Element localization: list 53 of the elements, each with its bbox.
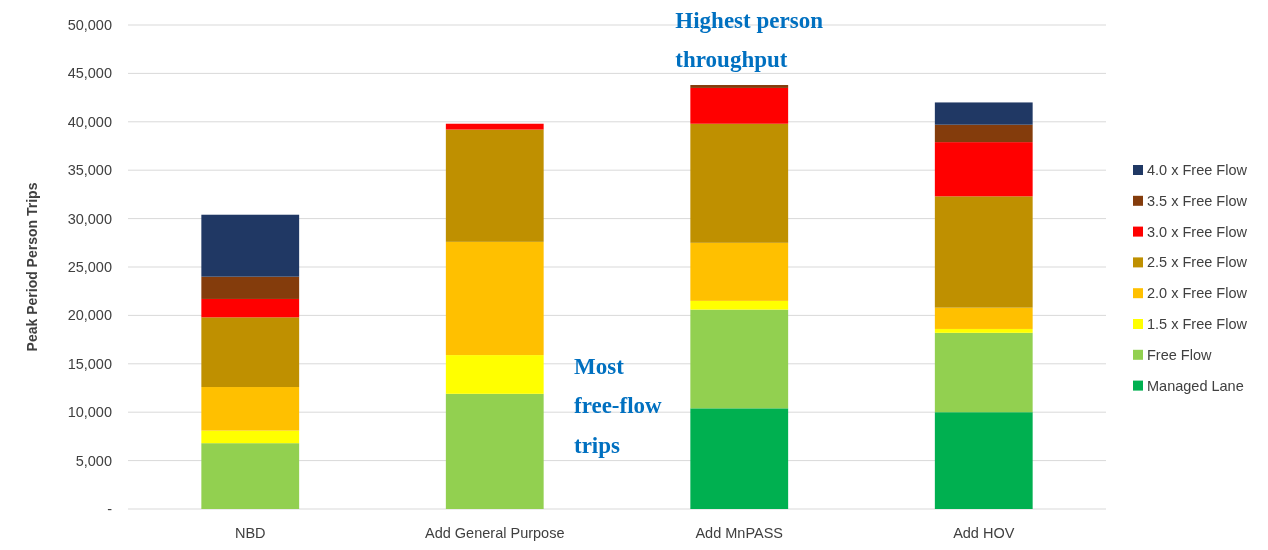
bar xyxy=(445,355,544,394)
bar xyxy=(934,124,1033,143)
bar xyxy=(934,332,1033,413)
annotation: Most free-flow trips xyxy=(574,353,663,458)
x-tick-label: Add General Purpose xyxy=(425,525,565,542)
legend-label: 1.5 x Free Flow xyxy=(1147,316,1248,332)
bar xyxy=(690,123,789,243)
y-tick-label: 45,000 xyxy=(67,65,112,82)
legend-label: 2.5 x Free Flow xyxy=(1147,254,1248,271)
y-tick-label: 30,000 xyxy=(67,210,112,227)
bar xyxy=(201,317,300,388)
x-tick-label: NBD xyxy=(234,525,266,542)
bar xyxy=(445,129,544,242)
legend-label: Managed Lane xyxy=(1147,377,1244,394)
y-tick-label: 35,000 xyxy=(67,162,112,179)
y-tick-label: - xyxy=(107,501,113,518)
x-tick-label: Add HOV xyxy=(953,525,1015,542)
bar xyxy=(690,242,789,301)
bar xyxy=(934,102,1033,125)
bar xyxy=(934,412,1033,509)
bar xyxy=(934,142,1033,197)
bar xyxy=(690,85,789,88)
bar xyxy=(690,408,789,509)
bar xyxy=(690,309,789,409)
bar xyxy=(934,328,1033,333)
y-tick-label: 15,000 xyxy=(67,355,112,372)
bar xyxy=(445,123,544,130)
bar xyxy=(445,393,544,509)
bar xyxy=(690,87,789,124)
bar xyxy=(690,300,789,310)
legend-label: 3.0 x Free Flow xyxy=(1147,223,1248,240)
legend-label: 2.0 x Free Flow xyxy=(1147,285,1248,302)
bar xyxy=(445,241,544,356)
y-tick-label: 25,000 xyxy=(67,259,112,276)
legend-label: 3.5 x Free Flow xyxy=(1147,192,1248,209)
annotation: Highest person throughput xyxy=(675,7,824,73)
legend-label: Free Flow xyxy=(1147,346,1212,363)
bar xyxy=(201,430,300,444)
y-tick-label: 40,000 xyxy=(67,113,112,130)
bar xyxy=(201,443,300,509)
bar xyxy=(201,387,300,431)
bar xyxy=(201,298,300,318)
y-tick-label: 5,000 xyxy=(75,452,112,469)
x-tick-label: Add MnPASS xyxy=(695,525,784,542)
legend-label: 4.0 x Free Flow xyxy=(1147,162,1248,178)
bar xyxy=(201,276,300,299)
bar xyxy=(934,196,1033,308)
y-tick-label: 20,000 xyxy=(67,307,112,324)
y-tick-label: 10,000 xyxy=(67,404,112,421)
bar xyxy=(201,214,300,277)
bar xyxy=(934,307,1033,329)
y-tick-label: 50,000 xyxy=(67,17,112,34)
y-axis-title: Peak Period Person Trips xyxy=(24,182,40,352)
